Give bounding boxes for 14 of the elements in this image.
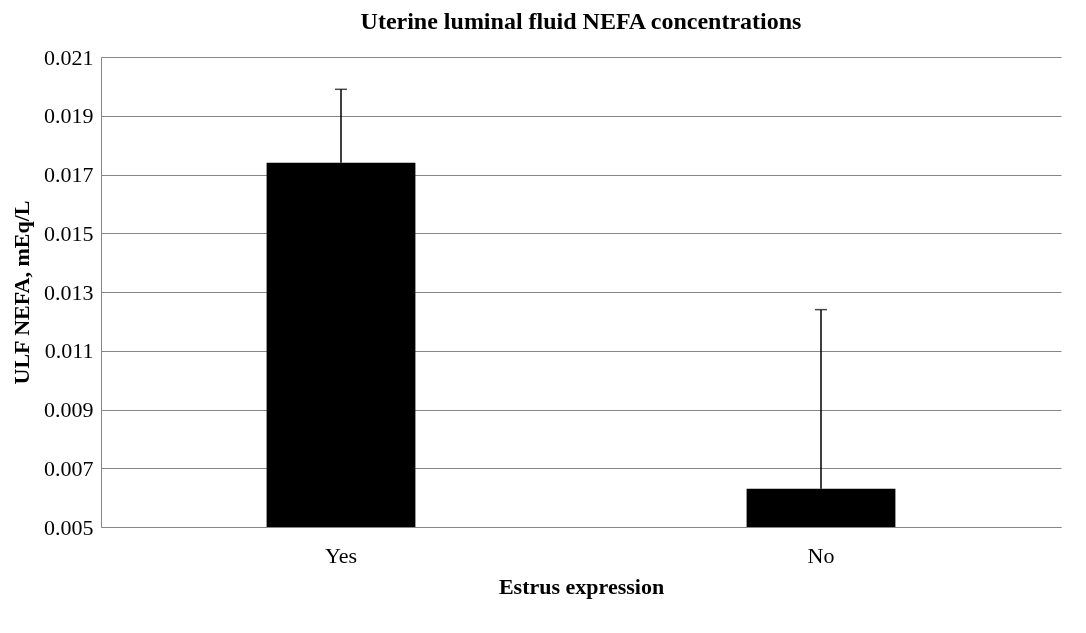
y-axis-title: ULF NEFA, mEq/L — [9, 200, 34, 385]
y-tick-label: 0.013 — [44, 279, 94, 305]
y-tick-label: 0.015 — [44, 220, 94, 246]
y-tick-label: 0.005 — [44, 514, 94, 540]
y-tick-label: 0.009 — [44, 397, 94, 422]
y-tick-label: 0.019 — [44, 103, 94, 129]
y-tick-label: 0.021 — [44, 44, 94, 70]
x-tick-label: Yes — [324, 542, 358, 568]
y-tick-label: 0.007 — [44, 455, 94, 481]
y-tick-label: 0.017 — [44, 162, 94, 187]
x-axis-title: Estrus expression — [498, 573, 665, 599]
y-tick-label: 0.011 — [44, 338, 94, 364]
x-tick-label: No — [807, 542, 835, 568]
chart-title: Uterine luminal fluid NEFA concentrations — [360, 8, 802, 34]
